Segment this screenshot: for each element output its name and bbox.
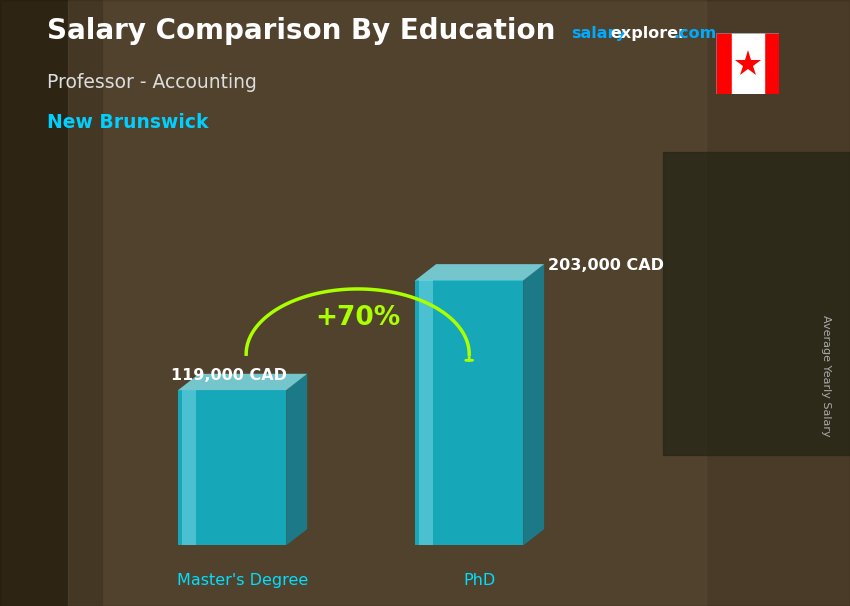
Bar [732, 33, 763, 94]
Bar [716, 33, 732, 94]
Text: .com: .com [673, 26, 717, 41]
Text: Master's Degree: Master's Degree [177, 573, 309, 588]
Text: 119,000 CAD: 119,000 CAD [171, 368, 287, 383]
Bar [0, 0, 102, 606]
Bar [763, 33, 779, 94]
Text: 203,000 CAD: 203,000 CAD [547, 258, 664, 273]
Bar [663, 152, 850, 454]
Polygon shape [524, 264, 544, 545]
Polygon shape [286, 374, 307, 545]
Text: Professor - Accounting: Professor - Accounting [47, 73, 257, 92]
Polygon shape [419, 281, 433, 545]
Polygon shape [415, 264, 544, 281]
Polygon shape [415, 281, 524, 545]
Text: PhD: PhD [463, 573, 496, 588]
Text: salary: salary [571, 26, 626, 41]
Polygon shape [178, 390, 286, 545]
Text: New Brunswick: New Brunswick [47, 113, 208, 133]
Text: Average Yearly Salary: Average Yearly Salary [821, 315, 831, 436]
Polygon shape [178, 374, 307, 390]
Text: explorer: explorer [610, 26, 687, 41]
Bar [68, 0, 706, 606]
Text: +70%: +70% [315, 305, 400, 331]
Polygon shape [182, 390, 196, 545]
Text: Salary Comparison By Education: Salary Comparison By Education [47, 18, 555, 45]
